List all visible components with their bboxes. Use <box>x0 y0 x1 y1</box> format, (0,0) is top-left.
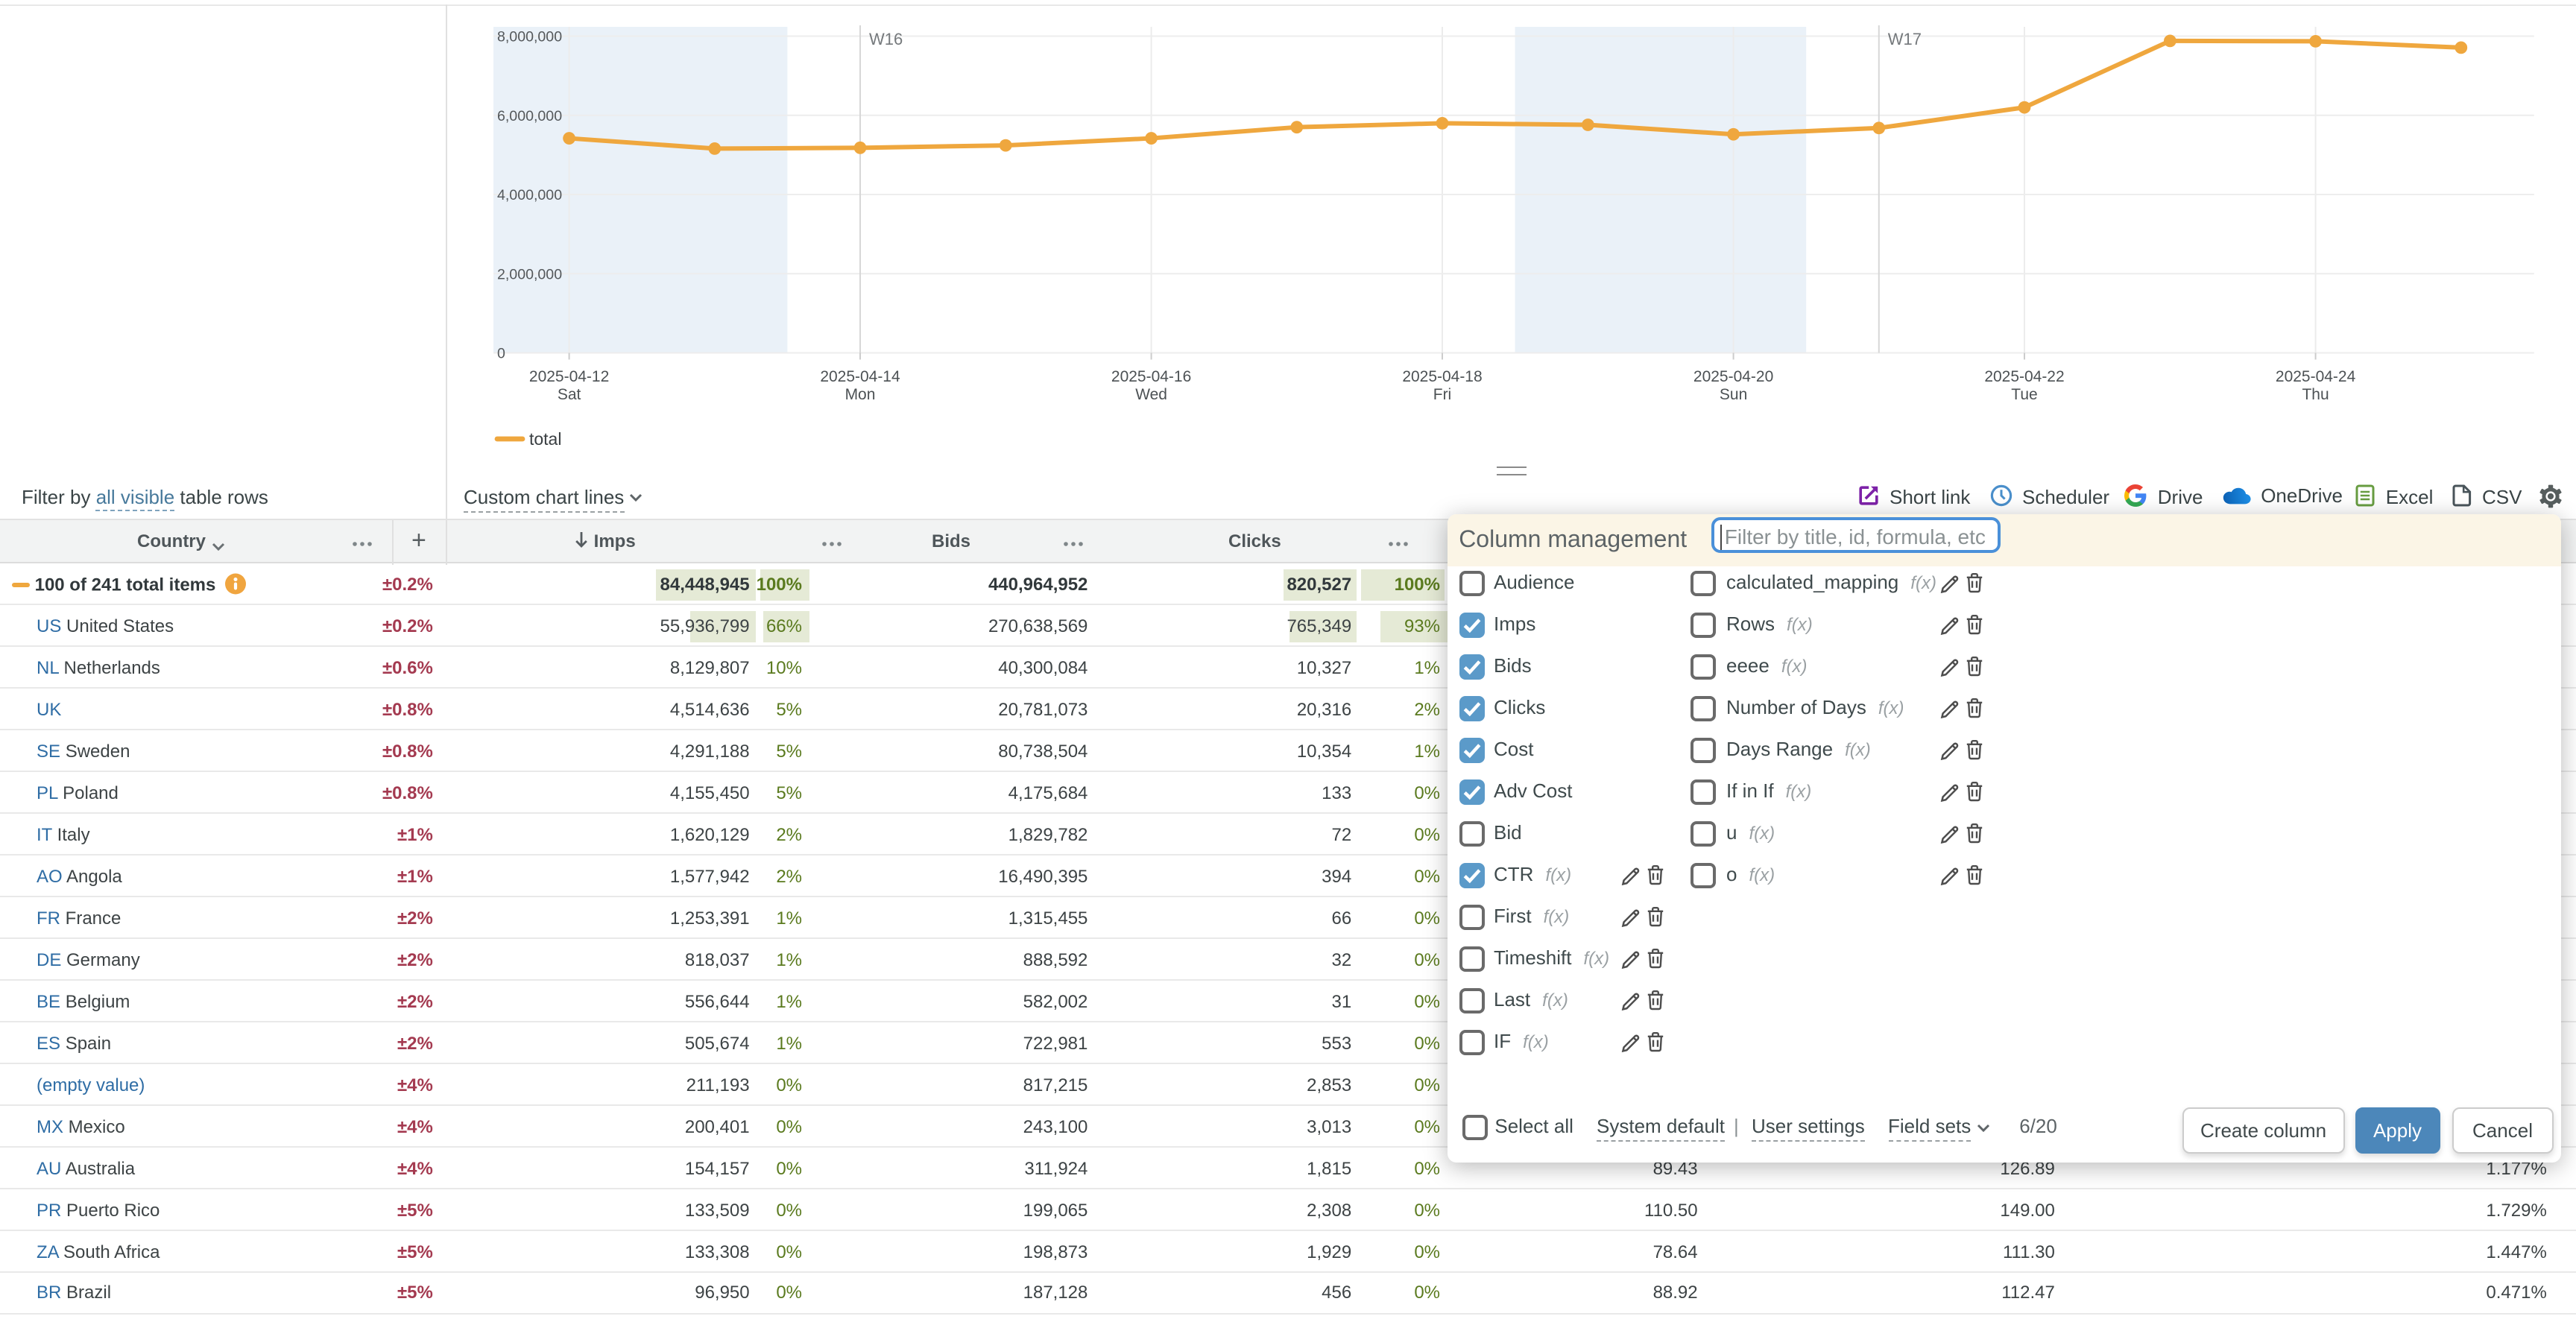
svg-text:2,000,000: 2,000,000 <box>497 266 562 282</box>
svg-text:W16: W16 <box>869 30 903 48</box>
svg-text:Fri: Fri <box>1433 386 1451 403</box>
svg-text:8,000,000: 8,000,000 <box>497 29 562 45</box>
svg-text:Sun: Sun <box>1720 386 1747 403</box>
svg-text:2025-04-14: 2025-04-14 <box>820 368 900 385</box>
svg-text:0: 0 <box>497 346 505 362</box>
svg-text:6,000,000: 6,000,000 <box>497 108 562 124</box>
svg-text:2025-04-16: 2025-04-16 <box>1111 368 1191 385</box>
svg-text:Wed: Wed <box>1135 386 1167 403</box>
svg-text:W17: W17 <box>1888 30 1922 48</box>
svg-text:2025-04-18: 2025-04-18 <box>1402 368 1482 385</box>
svg-text:total: total <box>529 429 561 449</box>
svg-text:Sat: Sat <box>558 386 581 403</box>
svg-text:Tue: Tue <box>2011 386 2037 403</box>
svg-text:4,000,000: 4,000,000 <box>497 187 562 203</box>
svg-text:Thu: Thu <box>2302 386 2329 403</box>
svg-text:2025-04-24: 2025-04-24 <box>2276 368 2356 385</box>
svg-text:2025-04-12: 2025-04-12 <box>529 368 609 385</box>
svg-text:2025-04-22: 2025-04-22 <box>1984 368 2064 385</box>
svg-text:Mon: Mon <box>845 386 876 403</box>
svg-text:2025-04-20: 2025-04-20 <box>1693 368 1773 385</box>
